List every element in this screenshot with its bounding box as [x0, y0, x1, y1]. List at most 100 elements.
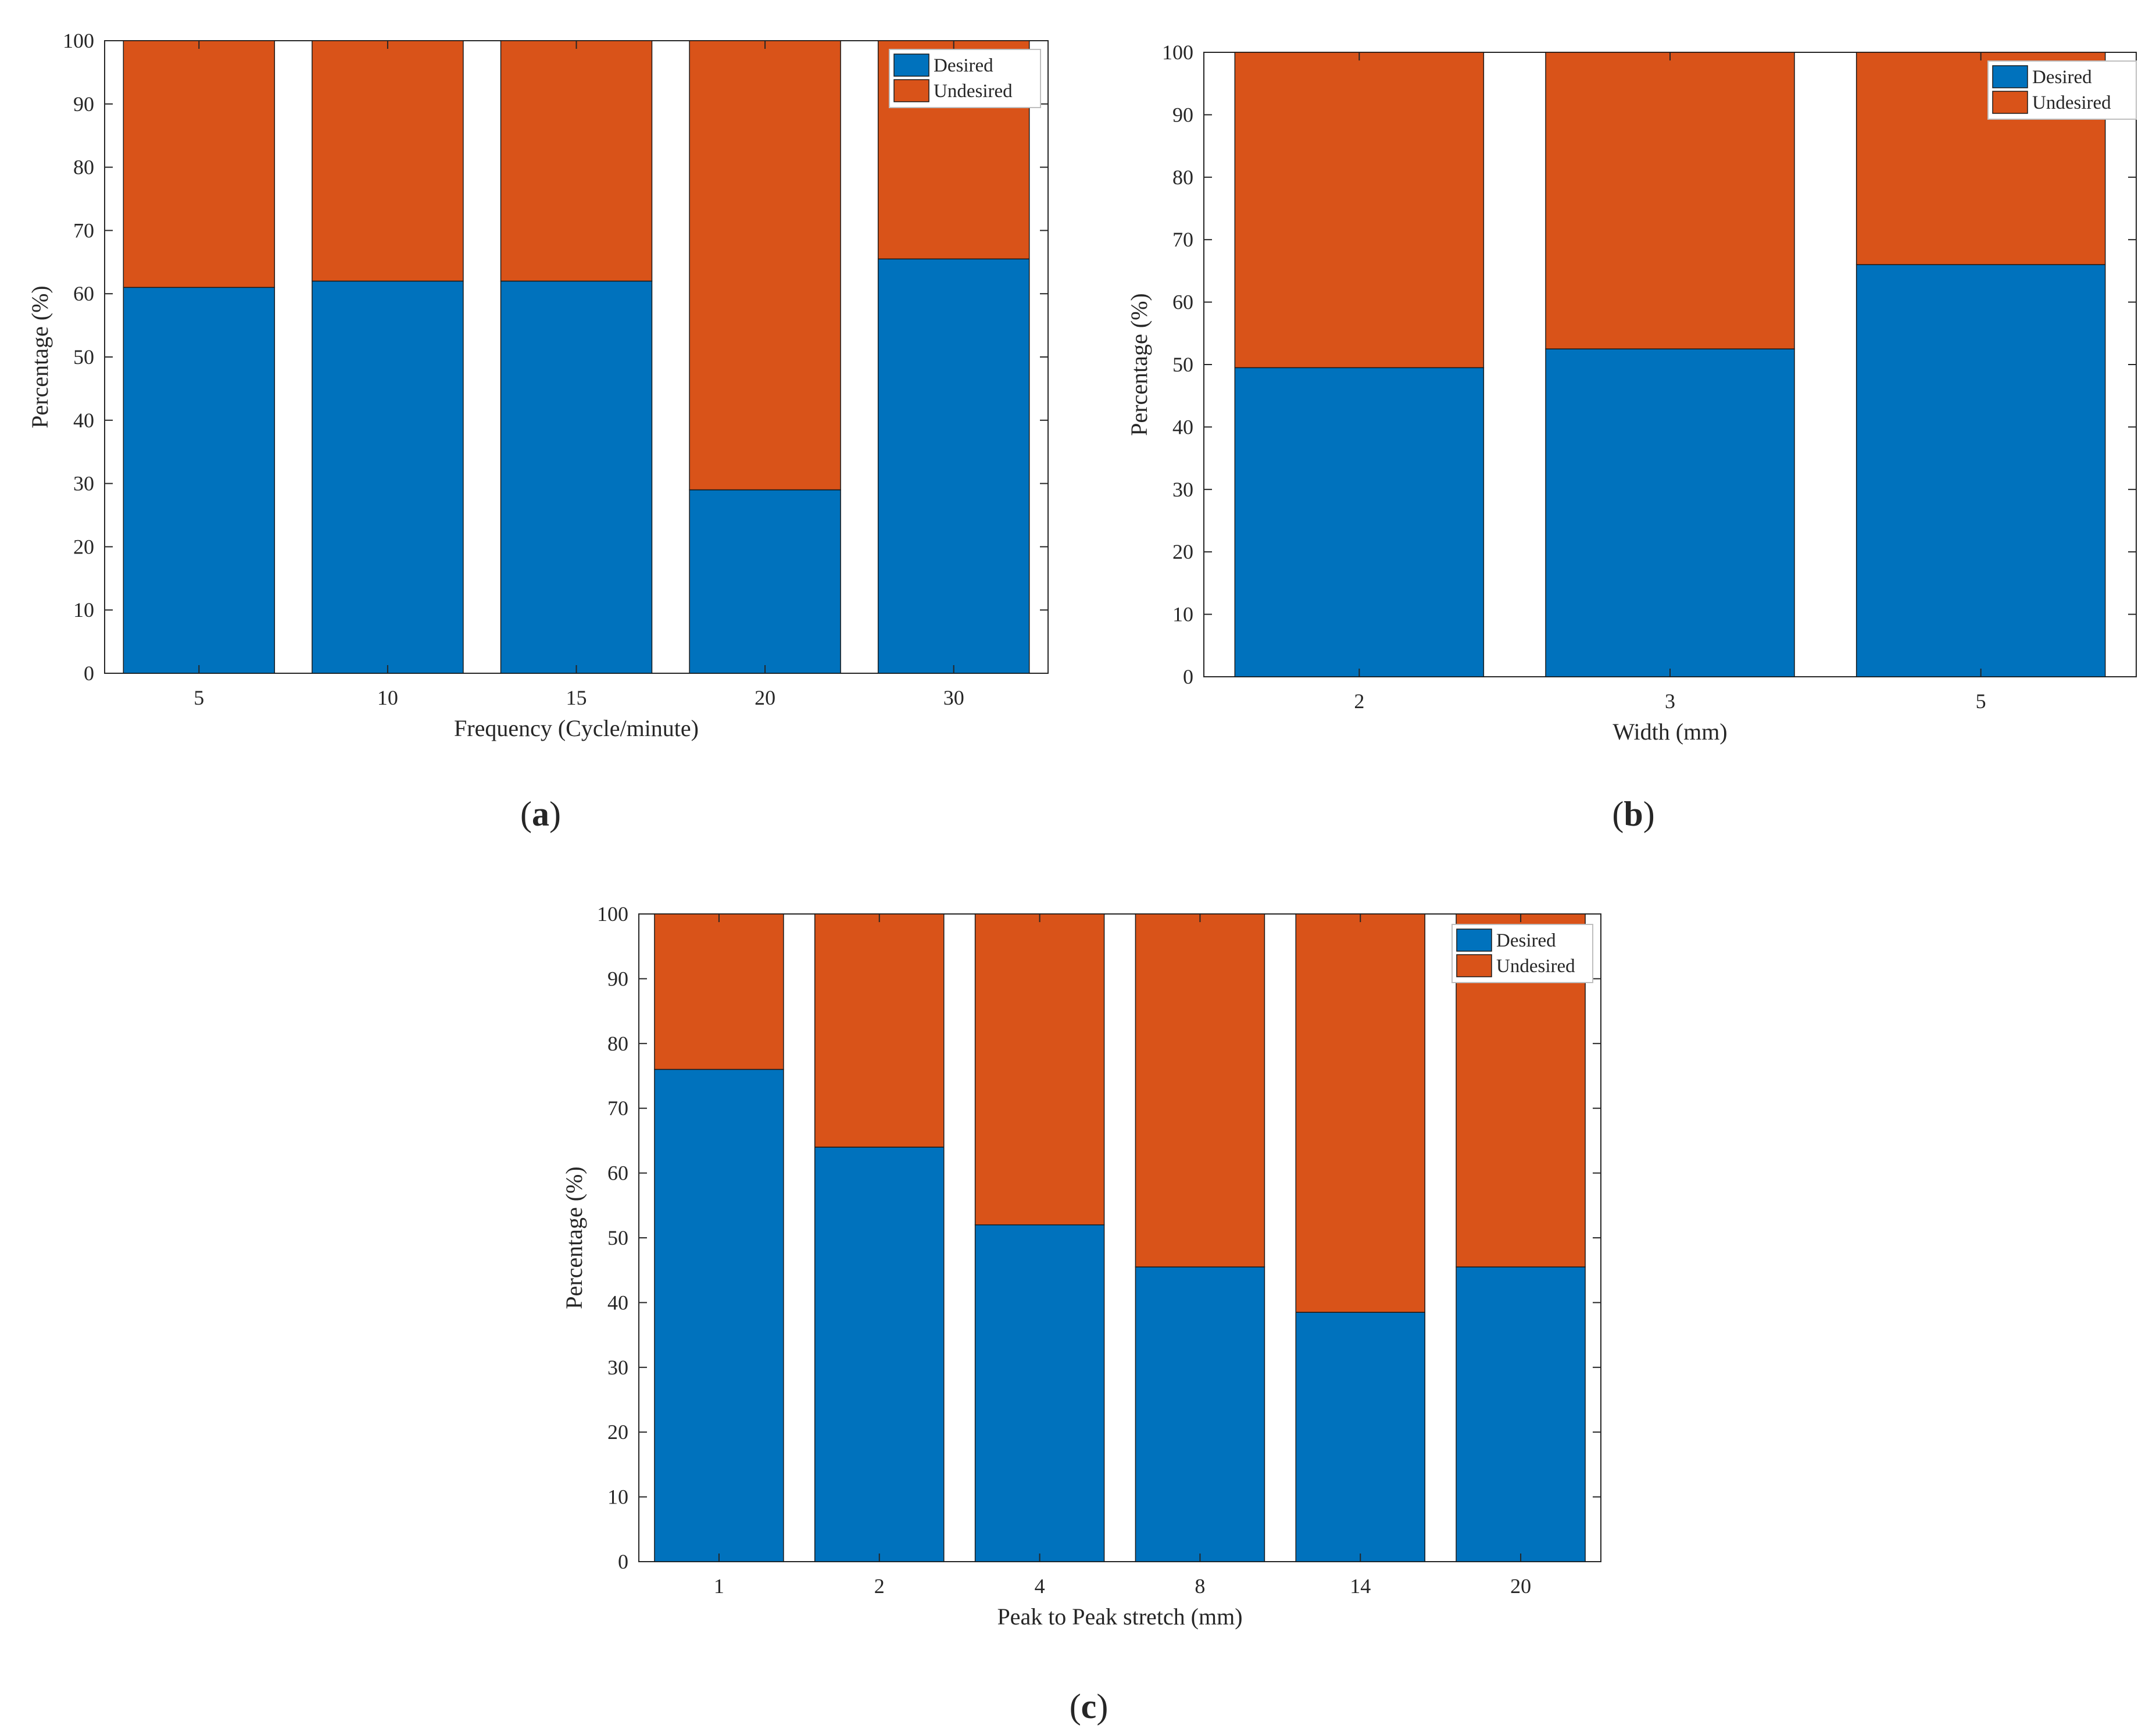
- bar-desired-1: [654, 1069, 784, 1562]
- legend-label-desired: Desired: [1496, 930, 1556, 951]
- x-axis-label: Peak to Peak stretch (mm): [997, 1604, 1242, 1630]
- y-tick-label: 90: [607, 967, 628, 990]
- legend-label-undesired: Undesired: [2032, 92, 2111, 113]
- x-tick-label: 2: [874, 1574, 885, 1598]
- legend-swatch-desired: [893, 53, 929, 77]
- y-tick-label: 20: [1172, 540, 1193, 563]
- y-tick-label: 30: [607, 1356, 628, 1379]
- bar-undesired-8: [1135, 913, 1265, 1267]
- panel-caption: (c): [1070, 1687, 1109, 1726]
- bar-undesired-2: [814, 913, 945, 1148]
- x-axis-label: Frequency (Cycle/minute): [454, 715, 699, 741]
- y-tick-label: 30: [1172, 478, 1193, 501]
- bar-desired-2: [1234, 367, 1485, 677]
- legend-label-undesired: Undesired: [1496, 956, 1575, 977]
- x-tick-label: 14: [1350, 1574, 1371, 1598]
- y-tick-label: 30: [73, 472, 94, 495]
- y-tick-label: 20: [607, 1420, 628, 1444]
- bar-desired-14: [1295, 1312, 1425, 1562]
- y-tick-label: 0: [1183, 665, 1193, 688]
- chart-panel-a: 0 10 20 30 40 50 60 70 80 90 100 5 10 15 20 30 Frequency…: [27, 29, 1049, 833]
- y-tick-label: 90: [1172, 103, 1193, 126]
- panel-caption: (a): [520, 795, 561, 833]
- y-tick-label: 100: [63, 29, 94, 52]
- bar-undesired-1: [654, 913, 784, 1070]
- x-tick-label: 30: [943, 686, 964, 709]
- bar-desired-2: [814, 1147, 945, 1562]
- y-tick-label: 100: [1162, 41, 1193, 64]
- x-tick-label: 5: [194, 686, 204, 709]
- x-tick-label: 5: [1976, 690, 1986, 713]
- x-axis-label: Width (mm): [1612, 719, 1727, 745]
- legend-swatch-undesired: [893, 79, 929, 102]
- bar-undesired-10: [312, 40, 464, 282]
- bar-desired-10: [312, 280, 464, 674]
- y-tick-label: 40: [73, 409, 94, 432]
- y-tick-label: 90: [73, 92, 94, 116]
- bar-undesired-15: [500, 40, 653, 282]
- legend-label-desired: Desired: [2032, 67, 2092, 88]
- y-tick-label: 60: [607, 1162, 628, 1185]
- x-tick-label: 20: [1510, 1574, 1531, 1598]
- y-tick-label: 50: [1172, 353, 1193, 376]
- legend-label-desired: Desired: [934, 55, 993, 76]
- legend-swatch-undesired: [1456, 954, 1492, 977]
- y-axis-label: Percentage (%): [561, 1166, 587, 1309]
- y-tick-label: 60: [73, 282, 94, 305]
- bar-desired-4: [974, 1224, 1105, 1562]
- bar-desired-3: [1545, 348, 1795, 677]
- legend-swatch-desired: [1992, 65, 2028, 88]
- bar-desired-8: [1135, 1266, 1265, 1562]
- x-tick-label: 3: [1665, 690, 1675, 713]
- legend-label-undesired: Undesired: [934, 81, 1013, 102]
- chart-panel-b: 0 10 20 30 40 50 60 70 80 90 100 2 3 5 Width (mm) Perce…: [1126, 41, 2137, 833]
- panel-caption: (b): [1612, 795, 1654, 833]
- bar-undesired-2: [1234, 52, 1485, 369]
- legend: Desired Undesired: [1987, 60, 2137, 120]
- x-tick-label: 20: [755, 686, 775, 709]
- y-axis-label: Percentage (%): [1126, 293, 1152, 435]
- y-tick-label: 10: [607, 1485, 628, 1509]
- y-tick-label: 80: [73, 156, 94, 179]
- bar-undesired-4: [974, 913, 1105, 1226]
- x-tick-label: 2: [1354, 690, 1364, 713]
- x-tick-label: 10: [377, 686, 398, 709]
- y-tick-label: 50: [73, 345, 94, 369]
- x-tick-label: 15: [566, 686, 587, 709]
- y-tick-label: 70: [607, 1097, 628, 1120]
- panel-caption-letter: a: [532, 795, 549, 833]
- y-tick-label: 20: [73, 535, 94, 558]
- bar-desired-20: [689, 489, 841, 674]
- bar-undesired-14: [1295, 913, 1425, 1313]
- bar-undesired-3: [1545, 52, 1795, 349]
- bar-desired-15: [500, 280, 653, 674]
- y-tick-label: 10: [1172, 603, 1193, 626]
- bar-desired-5: [1855, 264, 2106, 677]
- y-tick-label: 70: [73, 219, 94, 242]
- y-tick-label: 10: [73, 598, 94, 622]
- bar-desired-30: [877, 258, 1030, 674]
- y-tick-label: 40: [1172, 415, 1193, 438]
- y-tick-label: 0: [84, 662, 94, 685]
- y-axis-label: Percentage (%): [27, 285, 53, 428]
- y-tick-label: 60: [1172, 291, 1193, 314]
- bar-desired-20: [1456, 1266, 1586, 1562]
- legend: Desired Undesired: [889, 49, 1041, 108]
- x-tick-label: 4: [1035, 1574, 1045, 1598]
- y-tick-label: 50: [607, 1226, 628, 1249]
- bar-desired-5: [123, 287, 276, 674]
- bar-undesired-20: [689, 40, 841, 491]
- panel-caption-letter: b: [1624, 795, 1643, 833]
- y-tick-label: 70: [1172, 228, 1193, 251]
- x-tick-label: 1: [714, 1574, 724, 1598]
- y-tick-label: 100: [597, 902, 628, 926]
- legend-swatch-desired: [1456, 929, 1492, 952]
- y-tick-label: 40: [607, 1291, 628, 1314]
- y-tick-label: 80: [1172, 166, 1193, 189]
- y-tick-label: 80: [607, 1032, 628, 1055]
- x-tick-label: 8: [1195, 1574, 1205, 1598]
- legend-swatch-undesired: [1992, 91, 2028, 114]
- bar-undesired-5: [123, 40, 276, 288]
- y-tick-label: 0: [618, 1550, 628, 1573]
